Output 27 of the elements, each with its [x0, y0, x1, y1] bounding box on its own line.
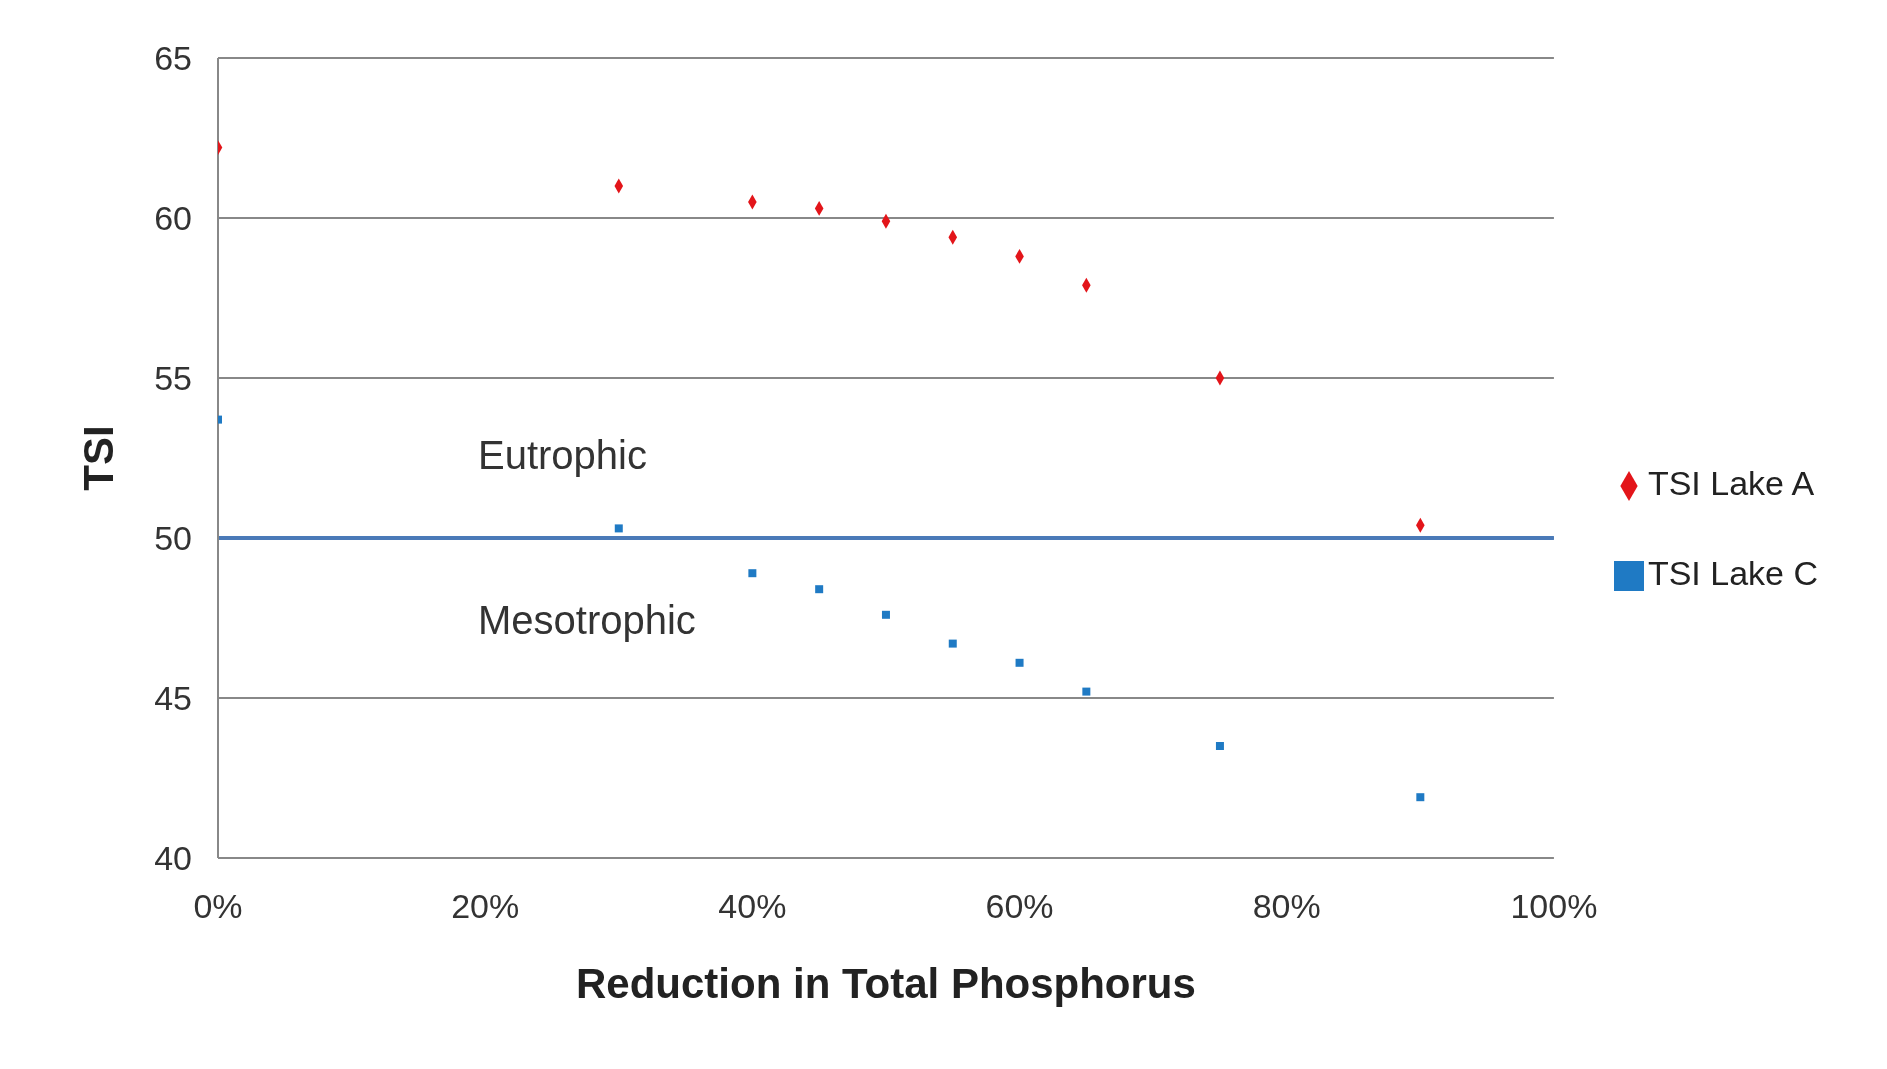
y-tick-label: 45	[154, 679, 192, 718]
y-tick-label: 40	[154, 839, 192, 878]
x-axis-title: Reduction in Total Phosphorus	[576, 960, 1196, 1007]
x-tick-label: 0%	[193, 887, 243, 926]
y-tick-label: 55	[154, 359, 192, 398]
y-tick-label: 60	[154, 199, 192, 238]
y-tick-label: 65	[154, 39, 192, 78]
x-tick-label: 60%	[985, 887, 1054, 926]
x-tick-label: 40%	[718, 887, 787, 926]
point	[1416, 793, 1425, 802]
y-axis-title: TSI	[74, 425, 122, 491]
x-tick-label: 20%	[451, 887, 520, 926]
point	[948, 639, 957, 648]
point	[881, 610, 890, 619]
point	[1015, 658, 1024, 667]
annotation: Eutrophic	[478, 433, 647, 478]
annotation: Mesotrophic	[478, 598, 696, 643]
point	[1215, 742, 1224, 750]
x-tick-label: 80%	[1252, 887, 1321, 926]
y-tick-label: 50	[154, 519, 192, 558]
point	[815, 585, 824, 594]
point	[1082, 687, 1091, 696]
x-tick-label: 100%	[1510, 887, 1598, 926]
point	[748, 569, 757, 578]
legend-label: TSI Lake C	[1647, 554, 1818, 592]
point	[614, 524, 623, 533]
legend-label: TSI Lake A	[1647, 464, 1815, 502]
